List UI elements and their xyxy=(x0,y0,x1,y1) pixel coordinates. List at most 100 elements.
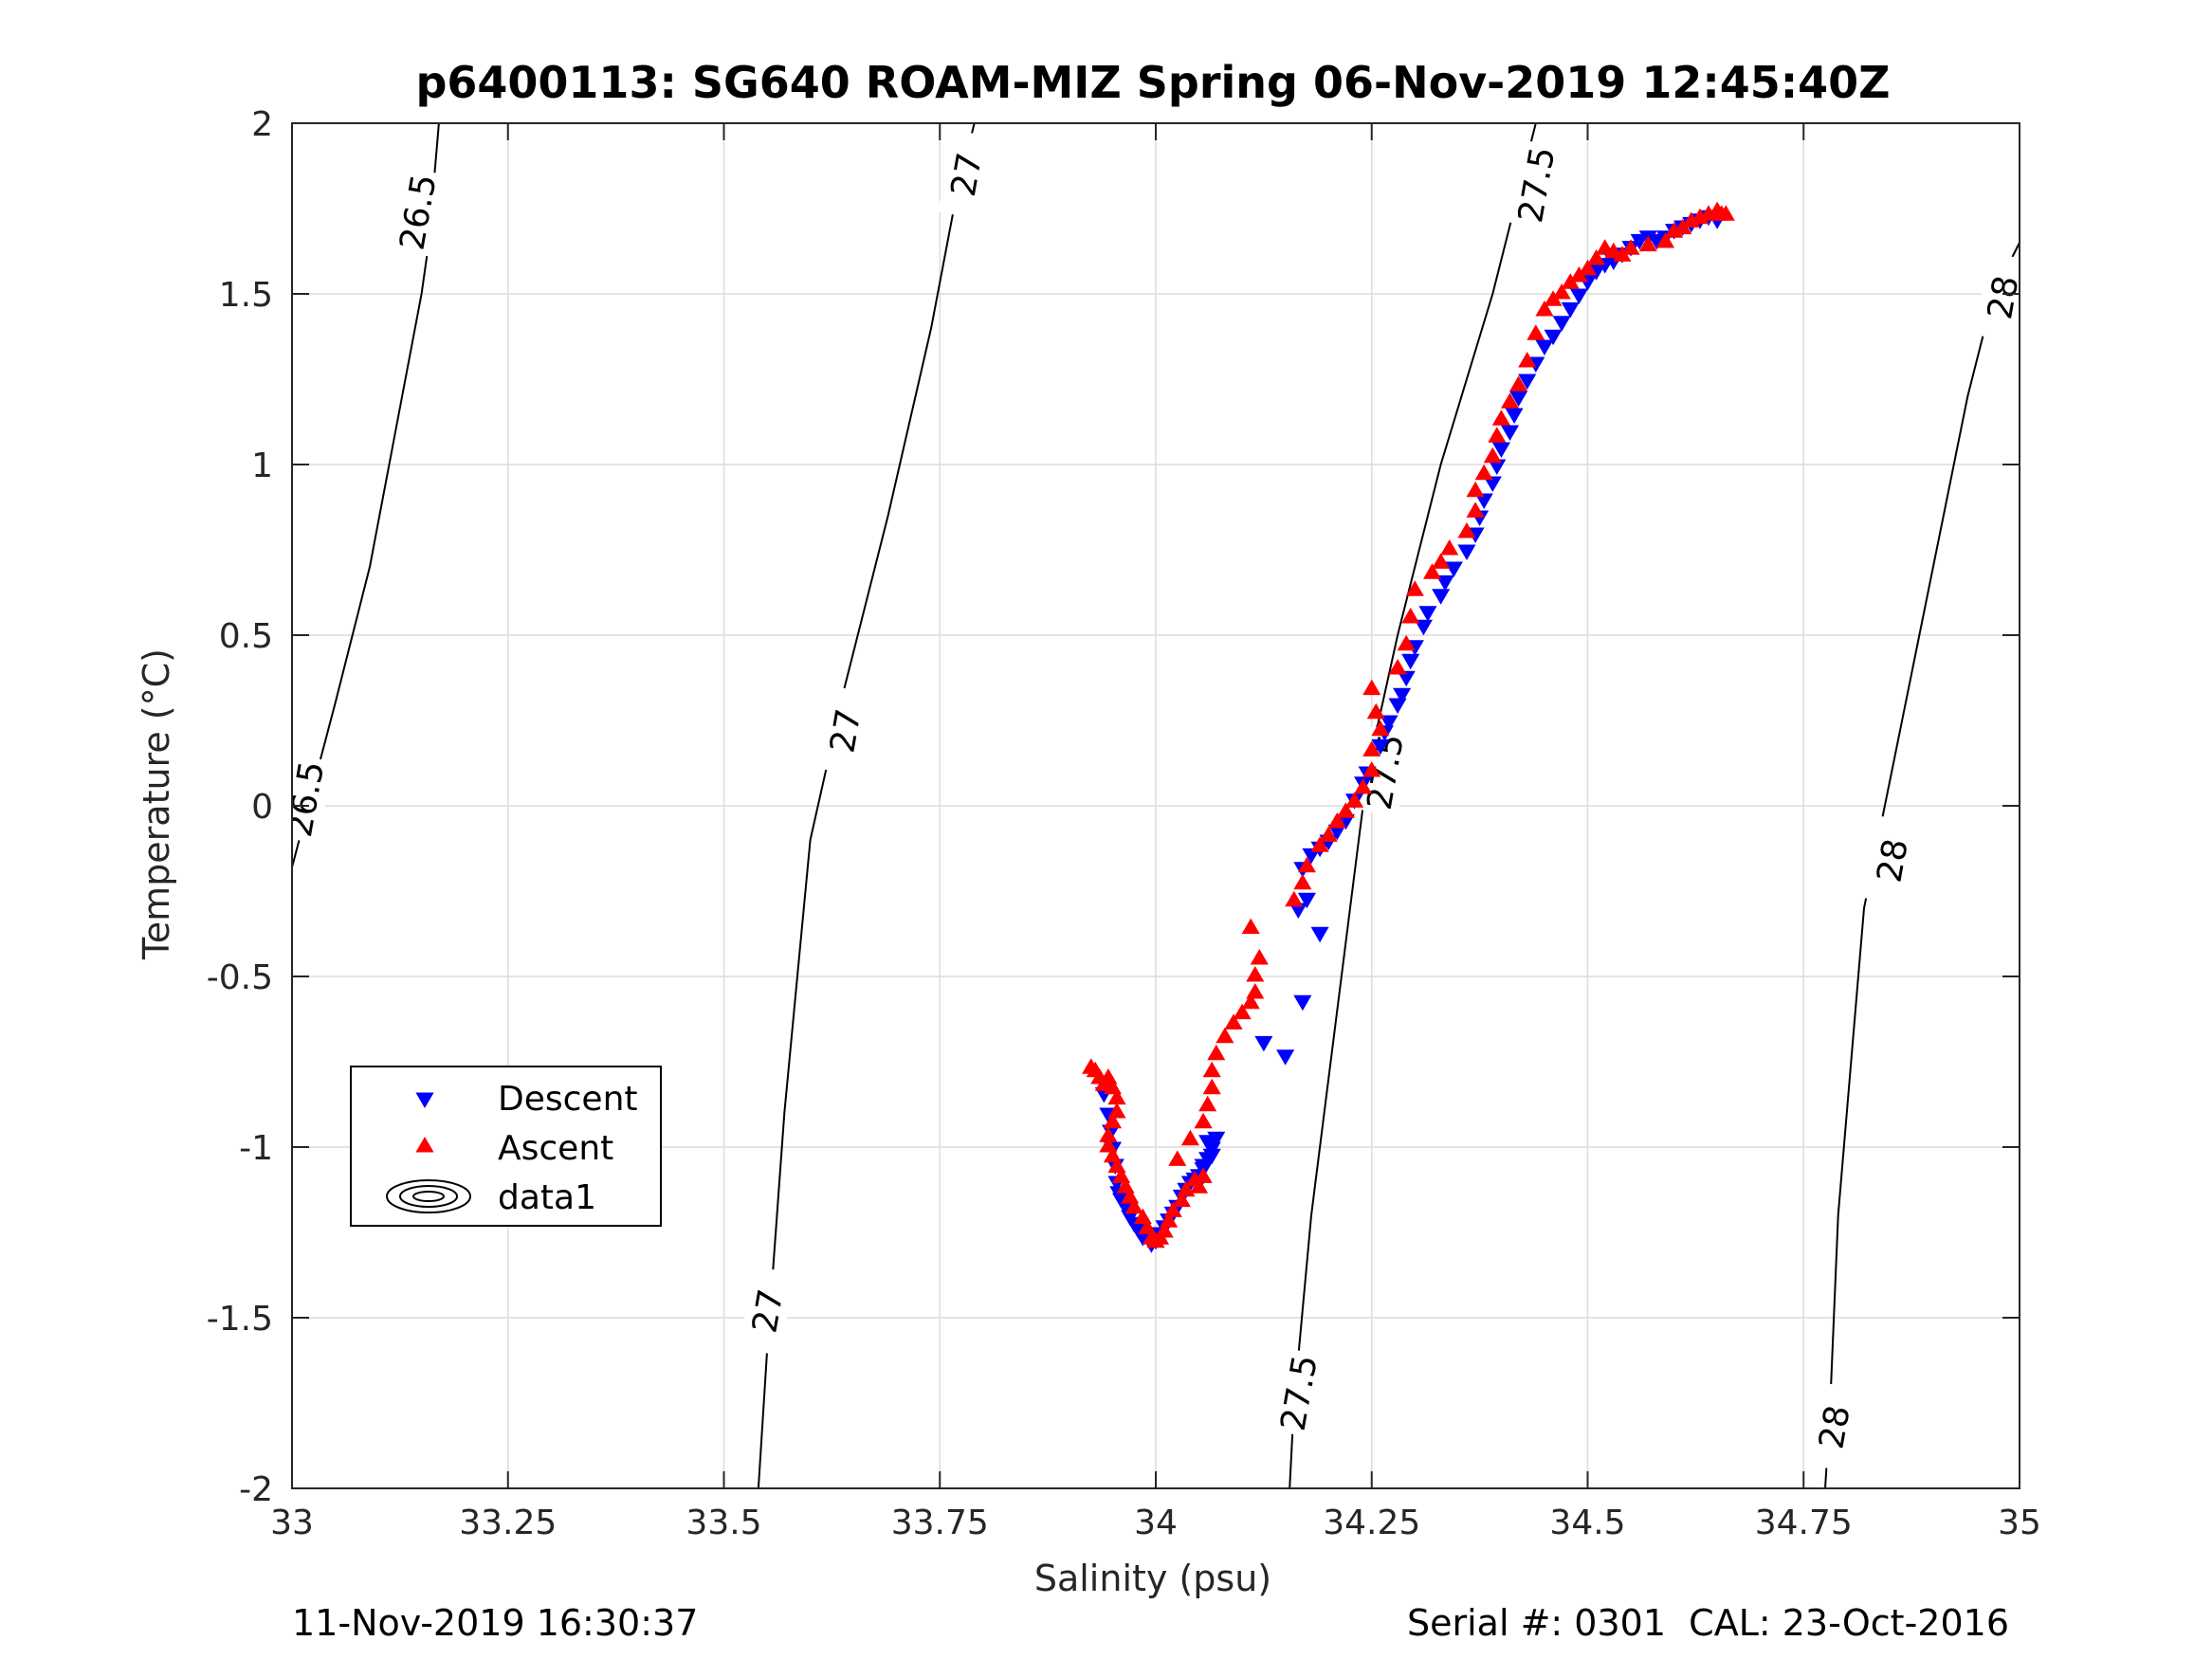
ascent-point xyxy=(1246,966,1265,982)
contour-label-bg xyxy=(1270,1348,1326,1438)
ascent-point xyxy=(1233,1003,1252,1020)
descent-point xyxy=(1310,926,1329,943)
x-tick-label: 33.5 xyxy=(686,1504,761,1542)
ascent-point xyxy=(1366,702,1385,720)
descent-point xyxy=(1544,329,1563,346)
descent-point xyxy=(1483,476,1502,492)
legend-label: data1 xyxy=(498,1178,596,1217)
contour-label-group: 27 xyxy=(938,129,994,220)
ascent-point xyxy=(1194,1112,1213,1129)
ascent-point xyxy=(1216,1027,1234,1044)
contour-label: 28 xyxy=(1812,1402,1857,1451)
descent-point xyxy=(1491,442,1510,458)
contour-line-28 xyxy=(1824,242,2020,1488)
ascent-point xyxy=(1190,1177,1209,1194)
descent-point xyxy=(1505,408,1524,424)
descent-point xyxy=(1535,339,1554,356)
ascent-point xyxy=(1509,375,1528,392)
contour-label-group: 28 xyxy=(1974,252,2020,342)
descent-point xyxy=(1488,459,1507,475)
ascent-point xyxy=(1207,1044,1226,1061)
descent-point xyxy=(1293,994,1312,1012)
descent-point xyxy=(1552,316,1571,332)
ascent-point xyxy=(1440,539,1459,556)
ascent-point xyxy=(1103,1112,1122,1129)
ascent-point xyxy=(1388,659,1407,675)
ascent-point xyxy=(1613,246,1632,262)
ascent-point xyxy=(1655,232,1675,248)
contour-label-group: 28 xyxy=(1863,815,1920,905)
descent-point xyxy=(1518,374,1537,390)
ascent-point xyxy=(1285,890,1304,907)
ascent-point xyxy=(1202,1078,1221,1095)
ascent-point xyxy=(1241,918,1260,935)
contour-label-group: 26.5 xyxy=(281,754,334,844)
descent-point xyxy=(1254,1035,1273,1052)
x-axis-label: Salinity (psu) xyxy=(1034,1558,1271,1599)
ascent-point xyxy=(1345,792,1364,808)
descent-point xyxy=(1276,1049,1295,1066)
contour-label-bg xyxy=(1805,1382,1862,1472)
ascent-point xyxy=(1466,501,1485,518)
legend-label: Ascent xyxy=(498,1129,613,1168)
ascent-point xyxy=(1194,1167,1213,1183)
contour-label-bg xyxy=(389,167,446,257)
ascent-point xyxy=(1638,235,1657,252)
y-tick-label: 2 xyxy=(251,105,273,144)
descent-point xyxy=(1202,1148,1221,1165)
y-tick-label: 0.5 xyxy=(219,617,273,656)
y-tick-label: 1.5 xyxy=(219,276,273,315)
ascent-point xyxy=(1163,1201,1182,1217)
legend-label: Descent xyxy=(498,1080,638,1119)
ascent-point xyxy=(1124,1197,1143,1214)
contour-label-group: 27.5 xyxy=(1508,139,1564,229)
descent-point xyxy=(1388,698,1407,714)
y-tick-label: 1 xyxy=(251,447,273,485)
ascent-point xyxy=(1362,761,1381,777)
ascent-point xyxy=(1561,273,1580,289)
ascent-point xyxy=(1172,1191,1191,1208)
y-tick-label: 0 xyxy=(251,788,273,827)
x-tick-label: 34.75 xyxy=(1755,1504,1853,1542)
descent-point xyxy=(1435,574,1454,592)
ascent-point xyxy=(1241,993,1260,1010)
ascent-point xyxy=(1518,352,1537,368)
ascent-point xyxy=(1168,1150,1187,1166)
y-tick-label: -2 xyxy=(239,1470,273,1509)
descent-point xyxy=(1500,425,1520,441)
ascent-point xyxy=(1319,826,1338,842)
descent-point xyxy=(1327,824,1346,841)
descent-point xyxy=(1302,848,1321,865)
contour-label-bg xyxy=(1863,815,1920,905)
ascent-point xyxy=(1578,259,1598,276)
legend-ascent-icon xyxy=(415,1137,434,1153)
contour-label-bg xyxy=(816,685,873,775)
x-tick-label: 34 xyxy=(1134,1504,1178,1542)
ascent-point xyxy=(1362,679,1381,696)
contour-label-group: 27 xyxy=(739,1266,795,1356)
descent-point xyxy=(1401,653,1420,670)
ascent-point xyxy=(1336,802,1355,818)
descent-point xyxy=(1509,391,1528,407)
ascent-point xyxy=(1552,283,1571,300)
ascent-point xyxy=(1716,205,1735,221)
ascent-point xyxy=(1293,873,1312,890)
contour-label: 27 xyxy=(823,706,868,756)
ascent-point xyxy=(1180,1129,1199,1146)
contour-label-bg xyxy=(739,1266,795,1356)
y-tick-label: -0.5 xyxy=(207,958,273,997)
contour-label: 27.5 xyxy=(1511,144,1563,226)
contour-label: 26.5 xyxy=(281,758,332,840)
descent-point xyxy=(1289,902,1307,919)
ascent-point xyxy=(1491,410,1510,426)
ascent-point xyxy=(1107,1088,1126,1105)
x-tick-label: 34.5 xyxy=(1549,1504,1625,1542)
ascent-point xyxy=(1474,464,1493,481)
descent-point xyxy=(1432,589,1451,605)
descent-point xyxy=(1561,301,1580,319)
contour-label-bg xyxy=(1974,252,2020,342)
ascent-point xyxy=(1354,778,1373,794)
ascent-point xyxy=(1224,1013,1243,1030)
x-tick-label: 33 xyxy=(270,1504,314,1542)
